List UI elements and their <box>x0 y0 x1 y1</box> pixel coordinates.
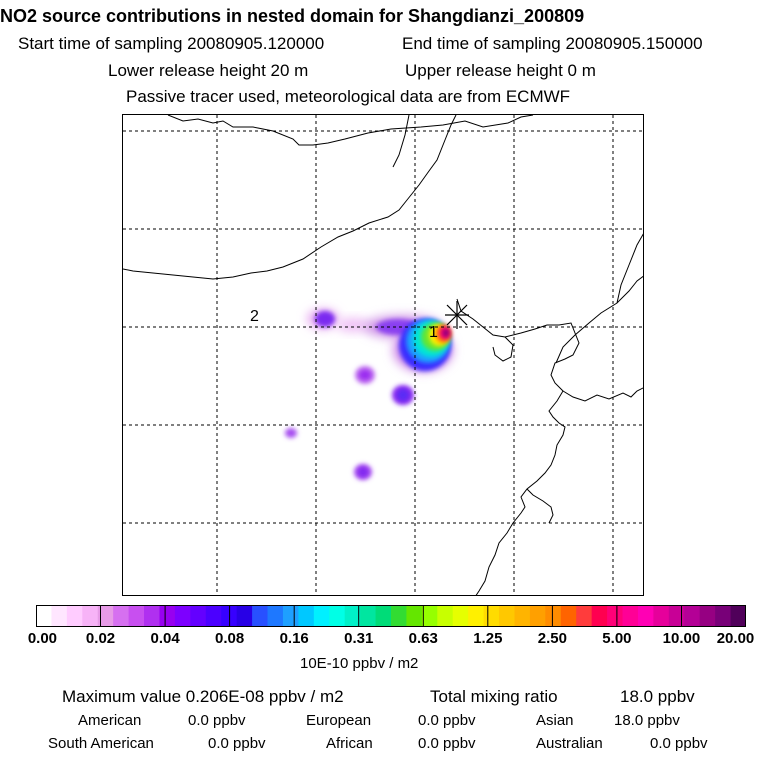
upper-release-height: Upper release height 0 m <box>405 61 596 80</box>
colorbar-tick-label: 0.31 <box>344 630 374 647</box>
total-mixing-ratio-value: 18.0 ppbv <box>620 687 695 706</box>
colorbar-tick-label: 0.00 <box>27 630 58 647</box>
colorbar-cell <box>144 605 161 627</box>
coastlines <box>123 115 643 595</box>
map-panel: 1 2 <box>122 114 644 596</box>
plot-title: NO2 source contributions in nested domai… <box>0 6 585 26</box>
concentration-field <box>285 309 453 480</box>
colorbar-cell <box>653 605 670 627</box>
colorbar-cell <box>113 605 130 627</box>
tracer-note: Passive tracer used, meteorological data… <box>126 87 571 106</box>
australian-label: Australian <box>536 735 603 752</box>
sampling-start-time: Start time of sampling 20080905.120000 <box>18 34 325 53</box>
colorbar-tick-label: 20.00 <box>716 630 755 647</box>
colorbar-tick-label: 10.00 <box>662 630 701 647</box>
marker-label-1: 1 <box>429 324 438 341</box>
colorbar-tick-label: 5.00 <box>602 630 632 647</box>
asian-label: Asian <box>536 712 574 729</box>
colorbar-cell <box>514 605 531 627</box>
colorbar-cell <box>174 605 191 627</box>
colorbar-cell <box>97 605 114 627</box>
colorbar-cell <box>66 605 83 627</box>
south-american-value: 0.0 ppbv <box>208 735 266 752</box>
colorbar-cell <box>159 605 176 627</box>
colorbar-cell <box>205 605 222 627</box>
colorbar-cell <box>637 605 654 627</box>
colorbar-cell <box>313 605 330 627</box>
marker-label-2: 2 <box>250 308 259 325</box>
colorbar-cell <box>622 605 639 627</box>
american-value: 0.0 ppbv <box>188 712 246 729</box>
colorbar-cell <box>607 605 624 627</box>
colorbar-cell <box>82 605 99 627</box>
maximum-value: Maximum value 0.206E-08 ppbv / m2 <box>62 687 344 706</box>
colorbar-cell <box>360 605 377 627</box>
colorbar-cell <box>576 605 593 627</box>
colorbar-cell <box>715 605 732 627</box>
colorbar-cell <box>560 605 577 627</box>
european-label: European <box>306 712 372 729</box>
african-value: 0.0 ppbv <box>418 735 476 752</box>
map-canvas: 1 2 <box>123 115 643 595</box>
colorbar-cell <box>252 605 269 627</box>
colorbar <box>36 605 746 627</box>
colorbar-cell <box>282 605 299 627</box>
colorbar-cell <box>406 605 423 627</box>
lower-release-height: Lower release height 20 m <box>108 61 309 80</box>
sampling-end-time: End time of sampling 20080905.150000 <box>402 34 703 53</box>
graticule <box>123 115 643 595</box>
colorbar-cell <box>190 605 207 627</box>
colorbar-cell <box>483 605 500 627</box>
colorbar-cell <box>236 605 253 627</box>
colorbar-tick-label: 0.16 <box>279 630 309 647</box>
european-value: 0.0 ppbv <box>418 712 476 729</box>
colorbar-cell <box>421 605 438 627</box>
african-label: African <box>326 735 373 752</box>
colorbar-tick-label: 0.02 <box>85 630 116 647</box>
colorbar-cell <box>51 605 68 627</box>
total-mixing-ratio-label: Total mixing ratio <box>430 687 558 706</box>
australian-value: 0.0 ppbv <box>650 735 708 752</box>
colorbar-cell <box>668 605 685 627</box>
colorbar-cell <box>375 605 392 627</box>
colorbar-cell <box>452 605 469 627</box>
colorbar-tick-label: 0.63 <box>408 630 438 647</box>
colorbar-cell <box>499 605 516 627</box>
colorbar-cell <box>344 605 361 627</box>
colorbar-cell <box>437 605 454 627</box>
station-star-icon <box>445 301 469 329</box>
colorbar-cell <box>468 605 485 627</box>
colorbar-cell <box>545 605 562 627</box>
colorbar-tick-label: 1.25 <box>473 630 503 647</box>
colorbar-tick-label: 0.08 <box>215 630 245 647</box>
colorbar-cell <box>730 605 746 627</box>
colorbar-cell <box>391 605 408 627</box>
colorbar-cell <box>529 605 546 627</box>
colorbar-cell <box>298 605 315 627</box>
colorbar-cell <box>699 605 716 627</box>
colorbar-cell <box>684 605 701 627</box>
colorbar-unit: 10E-10 ppbv / m2 <box>300 655 419 672</box>
colorbar-cell <box>267 605 284 627</box>
asian-value: 18.0 ppbv <box>614 712 680 729</box>
colorbar-tick-label: 0.04 <box>150 630 180 647</box>
colorbar-cell <box>329 605 346 627</box>
colorbar-tick-label: 2.50 <box>537 630 567 647</box>
american-label: American <box>78 712 142 729</box>
colorbar-cell <box>591 605 608 627</box>
colorbar-cell <box>128 605 145 627</box>
south-american-label: South American <box>48 735 154 752</box>
colorbar-cell <box>36 605 53 627</box>
